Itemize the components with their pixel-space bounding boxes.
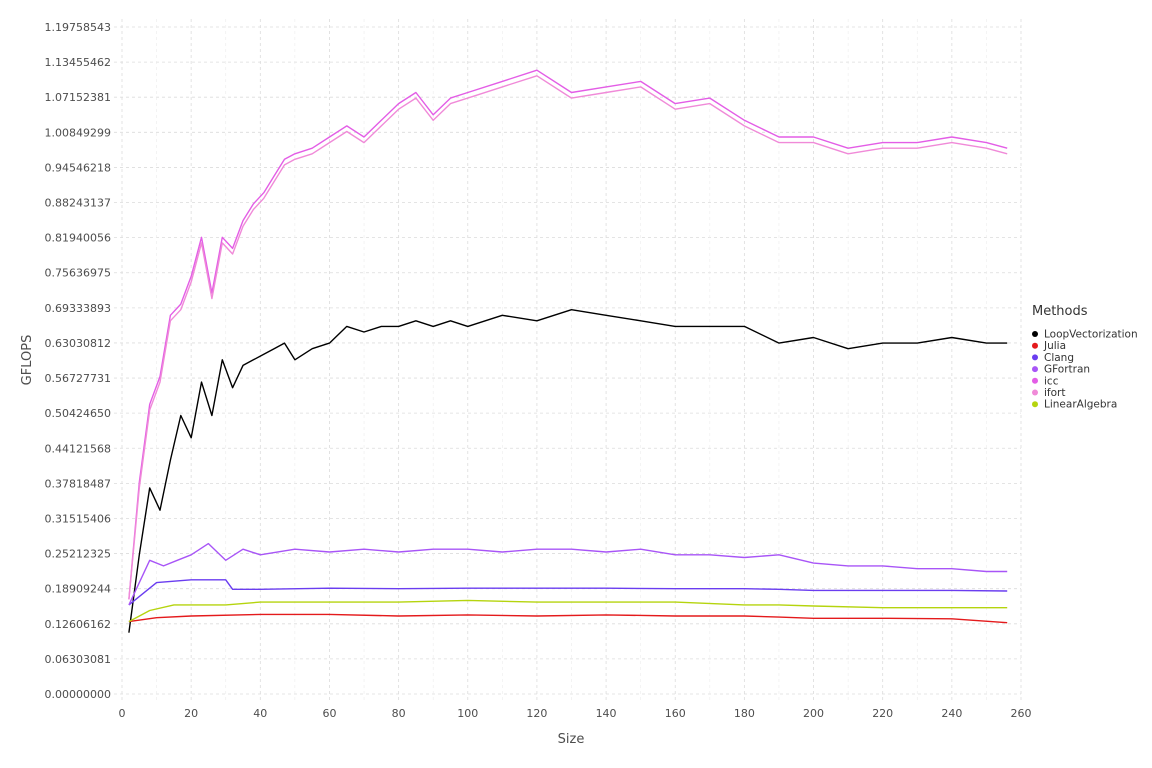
legend-label-ifort: ifort xyxy=(1044,387,1065,399)
legend-swatch-loopvectorization xyxy=(1032,331,1038,337)
x-tick-label: 140 xyxy=(596,707,617,720)
x-tick-label: 240 xyxy=(941,707,962,720)
x-tick-label: 80 xyxy=(392,707,406,720)
y-tick-label: 0.25212325 xyxy=(45,548,111,561)
y-tick-label: 0.06303081 xyxy=(45,653,111,666)
legend-swatch-linearalgebra xyxy=(1032,401,1038,408)
series-line-gfortran xyxy=(128,542,1008,606)
grid-lines xyxy=(114,19,1022,702)
legend-label-loopvectorization: LoopVectorization xyxy=(1044,329,1138,341)
x-tick-label: 100 xyxy=(457,707,478,720)
legend-swatch-ifort xyxy=(1032,389,1038,396)
legend-swatch-gfortran xyxy=(1032,366,1038,373)
x-tick-label: 180 xyxy=(734,707,755,720)
y-tick-labels: 0.00000000 0.06303081 0.12606162 0.18909244… xyxy=(45,21,111,701)
y-tick-label: 0.56727731 xyxy=(45,372,111,385)
y-tick-label: 0.12606162 xyxy=(45,618,111,631)
legend-label-julia: Julia xyxy=(1043,340,1066,352)
y-tick-label: 1.00849299 xyxy=(45,126,111,139)
legend-label-clang: Clang xyxy=(1044,352,1074,364)
y-tick-label: 0.69333893 xyxy=(45,302,111,315)
x-tick-labels: 0 20 40 60 80 100 120 140 160 180 200 220 240 260 xyxy=(119,707,1032,720)
series-line-loopvectorization xyxy=(128,309,1008,633)
x-axis-title: Size xyxy=(558,732,585,747)
y-tick-label: 1.19758543 xyxy=(45,21,111,34)
y-tick-label: 0.00000000 xyxy=(45,688,111,701)
y-tick-label: 1.07152381 xyxy=(45,91,111,104)
legend-label-icc: icc xyxy=(1044,375,1059,387)
y-tick-label: 0.81940056 xyxy=(45,232,111,245)
y-tick-label: 0.50424650 xyxy=(45,407,111,420)
legend-swatch-icc xyxy=(1032,377,1038,384)
x-tick-label: 220 xyxy=(872,707,893,720)
series-lines xyxy=(128,69,1008,633)
y-tick-label: 0.31515406 xyxy=(45,512,111,525)
x-tick-label: 120 xyxy=(526,707,547,720)
series-line-julia xyxy=(128,613,1008,624)
series-line-icc xyxy=(128,69,1008,600)
y-tick-label: 0.44121568 xyxy=(45,442,111,455)
x-tick-label: 260 xyxy=(1011,707,1032,720)
series-line-clang xyxy=(128,579,1008,606)
legend-label-linearalgebra: LinearAlgebra xyxy=(1044,399,1117,411)
legend-swatch-julia xyxy=(1032,342,1038,349)
y-tick-label: 0.18909244 xyxy=(45,583,111,596)
y-tick-label: 1.13455462 xyxy=(45,56,111,69)
x-tick-label: 0 xyxy=(119,707,126,720)
x-tick-label: 20 xyxy=(184,707,198,720)
x-tick-label: 160 xyxy=(665,707,686,720)
x-tick-label: 40 xyxy=(253,707,267,720)
legend-swatch-clang xyxy=(1032,354,1038,361)
y-tick-label: 0.75636975 xyxy=(45,267,111,280)
y-tick-label: 0.94546218 xyxy=(45,161,111,174)
y-tick-label: 0.63030812 xyxy=(45,337,111,350)
series-line-ifort xyxy=(128,75,1008,600)
legend-label-gfortran: GFortran xyxy=(1044,364,1090,376)
x-tick-label: 60 xyxy=(322,707,336,720)
x-tick-label: 200 xyxy=(803,707,824,720)
legend: Methods LoopVectorizationJuliaClangGFort… xyxy=(1032,304,1138,411)
y-tick-label: 0.37818487 xyxy=(45,477,111,490)
y-tick-label: 0.88243137 xyxy=(45,197,111,210)
y-axis-title: GFLOPS xyxy=(20,335,35,386)
series-line-linearalgebra xyxy=(128,599,1008,623)
legend-title: Methods xyxy=(1032,304,1088,319)
